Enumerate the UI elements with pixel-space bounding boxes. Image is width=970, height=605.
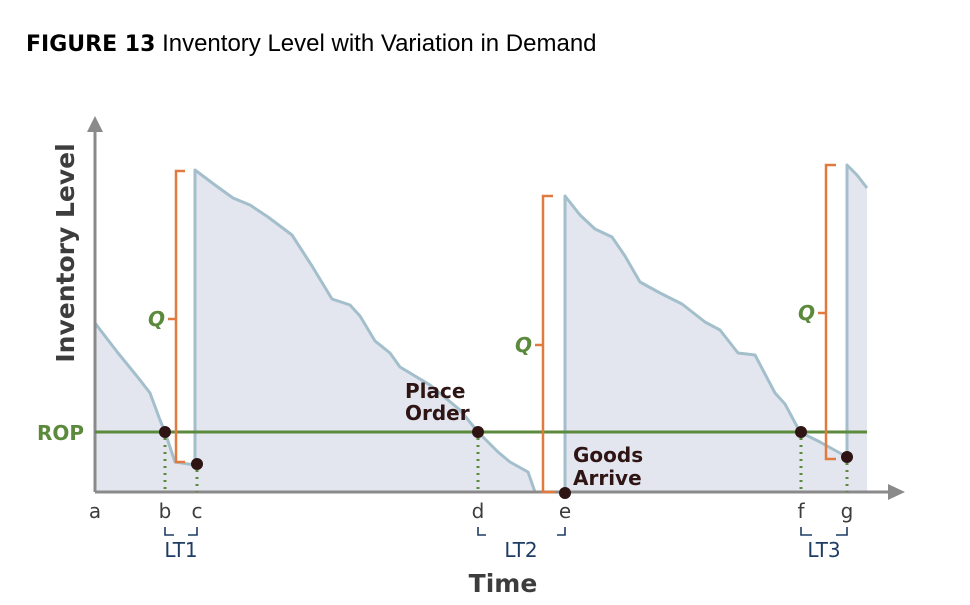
lt3-label: LT3 — [807, 538, 840, 562]
lt1-bracket — [164, 527, 198, 536]
diagram-background — [26, 106, 906, 596]
x-axis-arrow-icon — [888, 484, 905, 500]
lt1-label: LT1 — [164, 538, 197, 562]
place-order-line-2: Order — [405, 401, 470, 425]
time-label-d: d — [472, 499, 485, 523]
place-order-line-1: Place — [405, 379, 465, 403]
figure-number: FIGURE 13 — [26, 32, 156, 57]
lt2-bracket-right — [557, 527, 566, 536]
time-label-b: b — [159, 499, 172, 523]
marker-g — [841, 451, 853, 463]
inventory-line — [93, 163, 869, 494]
time-label-c: c — [192, 499, 203, 523]
marker-e — [559, 487, 571, 499]
lt2-bracket-left — [477, 527, 486, 536]
figure-caption: Inventory Level with Variation in Demand — [162, 30, 597, 57]
time-label-g: g — [841, 499, 854, 523]
q-label-1: Q — [148, 307, 165, 331]
x-axis-label: Time — [469, 569, 538, 598]
inventory-area — [95, 165, 867, 492]
marker-f — [795, 426, 807, 438]
marker-d — [472, 426, 484, 438]
y-axis-arrow-icon — [87, 116, 103, 132]
marker-b — [159, 426, 171, 438]
q-label-2: Q — [515, 333, 532, 357]
rop-label: ROP — [37, 421, 84, 445]
figure-title: FIGURE 13 Inventory Level with Variation… — [26, 30, 597, 58]
time-label-e: e — [559, 499, 571, 523]
lt2-label: LT2 — [504, 538, 537, 562]
q-bracket-1 — [174, 169, 185, 464]
lt3-bracket — [800, 527, 848, 536]
y-axis-label: Inventory Level — [51, 143, 80, 362]
time-label-f: f — [797, 499, 805, 523]
marker-c — [191, 458, 203, 470]
q-label-3: Q — [798, 301, 815, 325]
goods-arrive-line-2: Arrive — [573, 466, 642, 490]
time-label-a: a — [89, 499, 101, 523]
goods-arrive-line-1: Goods — [573, 443, 643, 467]
